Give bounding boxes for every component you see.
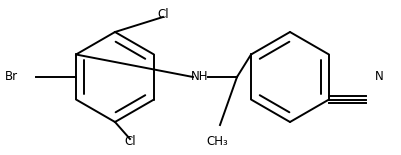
Text: NH: NH — [191, 71, 208, 84]
Text: Cl: Cl — [157, 8, 168, 21]
Text: Cl: Cl — [124, 135, 136, 148]
Text: N: N — [374, 71, 383, 84]
Text: CH₃: CH₃ — [206, 135, 227, 148]
Text: Br: Br — [5, 71, 18, 84]
